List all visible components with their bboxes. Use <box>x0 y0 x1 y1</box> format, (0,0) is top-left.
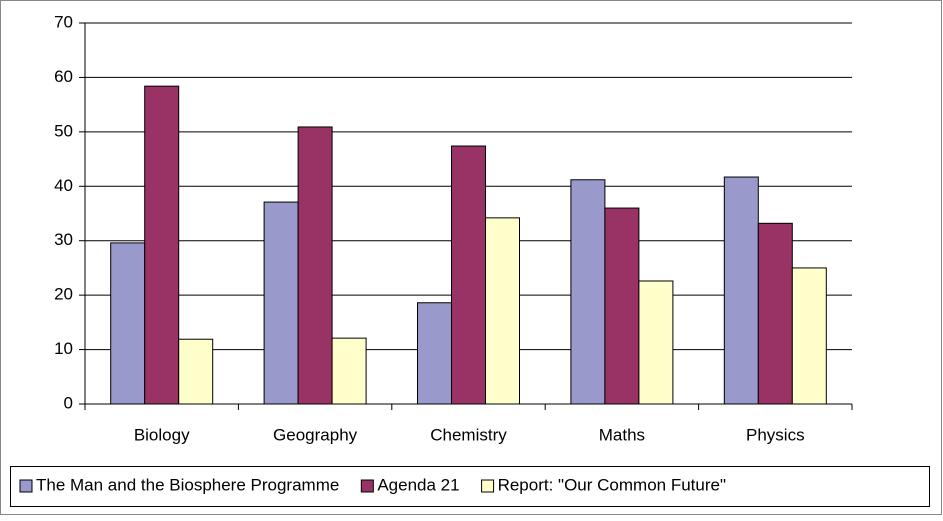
y-tick-label: 70 <box>54 12 73 31</box>
bar <box>451 145 486 405</box>
x-tick-label: Physics <box>746 425 805 444</box>
bar <box>570 179 606 405</box>
legend-label: Agenda 21 <box>377 475 459 494</box>
legend-box <box>10 466 930 507</box>
y-tick-label: 10 <box>54 339 73 358</box>
y-tick-label: 50 <box>54 121 73 140</box>
y-tick-label: 20 <box>54 285 73 304</box>
bar <box>263 201 299 405</box>
bar <box>757 222 793 405</box>
legend-swatch <box>481 479 495 493</box>
x-tick-label: Biology <box>134 425 190 444</box>
y-tick-label: 40 <box>54 176 73 195</box>
legend-swatch <box>360 479 374 493</box>
x-tick-label: Geography <box>273 425 358 444</box>
legend-label: Report: "Our Common Future" <box>498 475 726 494</box>
bar <box>417 302 452 405</box>
bar <box>485 217 520 405</box>
y-tick-label: 60 <box>54 67 73 86</box>
y-tick-label: 30 <box>54 230 73 249</box>
legend-swatch <box>19 479 33 493</box>
bar <box>638 280 674 405</box>
bar <box>331 337 367 405</box>
x-tick-label: Maths <box>599 425 645 444</box>
bar <box>297 126 333 405</box>
bar <box>178 338 214 405</box>
x-tick-label: Chemistry <box>430 425 507 444</box>
bar <box>723 176 759 405</box>
legend-label: The Man and the Biosphere Programme <box>36 475 339 494</box>
y-tick-label: 0 <box>64 393 73 412</box>
bar <box>110 242 146 405</box>
bar <box>144 85 180 405</box>
bar <box>791 267 827 405</box>
bar <box>604 207 640 405</box>
